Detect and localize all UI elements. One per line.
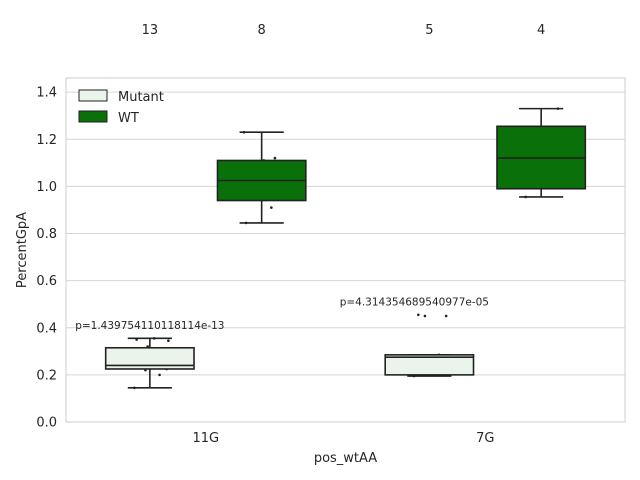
data-point <box>270 206 273 209</box>
p-value-label: p=4.314354689540977e-05 <box>340 296 489 308</box>
y-tick-label: 1.4 <box>36 86 57 101</box>
data-point <box>423 314 427 318</box>
data-points <box>130 107 560 390</box>
count-label: 4 <box>537 23 545 38</box>
x-axis: 11G 7G <box>192 431 494 446</box>
data-point <box>167 339 170 343</box>
x-axis-title: pos_wtAA <box>314 451 377 466</box>
legend-label-wt: WT <box>118 111 139 126</box>
count-labels: 13 8 5 4 <box>142 23 546 38</box>
boxes <box>104 107 587 389</box>
y-tick-label: 0.4 <box>36 321 57 336</box>
data-point <box>273 156 277 160</box>
count-label: 5 <box>425 23 433 38</box>
y-tick-label: 1.2 <box>36 133 57 148</box>
y-tick-label: 1.0 <box>36 180 57 195</box>
data-point <box>417 313 420 317</box>
p-value-label: p=1.439754110118114e-13 <box>75 320 224 332</box>
y-tick-label: 0.8 <box>36 227 57 242</box>
legend-swatch-wt <box>78 110 108 123</box>
x-tick-label: 7G <box>476 431 494 446</box>
y-tick-label: 0.2 <box>36 368 57 383</box>
y-axis-title: PercentGpA <box>15 212 30 288</box>
data-point <box>444 314 448 318</box>
x-tick-label: 11G <box>192 431 219 446</box>
count-label: 13 <box>142 23 159 38</box>
count-label: 8 <box>258 23 266 38</box>
y-axis: 0.0 0.2 0.4 0.6 0.8 1.0 1.2 1.4 <box>36 86 57 431</box>
box-mutant <box>384 354 475 376</box>
legend-swatch-mutant <box>78 89 108 102</box>
legend: Mutant WT <box>78 89 164 126</box>
p-value-annotations: p=1.439754110118114e-13 p=4.3143546895409… <box>75 296 489 332</box>
legend-label-mutant: Mutant <box>118 90 164 105</box>
y-tick-label: 0.6 <box>36 274 57 289</box>
y-tick-label: 0.0 <box>36 416 57 431</box>
data-point <box>158 373 161 377</box>
plot-area-frame <box>65 77 626 423</box>
box-mutant <box>104 346 195 370</box>
